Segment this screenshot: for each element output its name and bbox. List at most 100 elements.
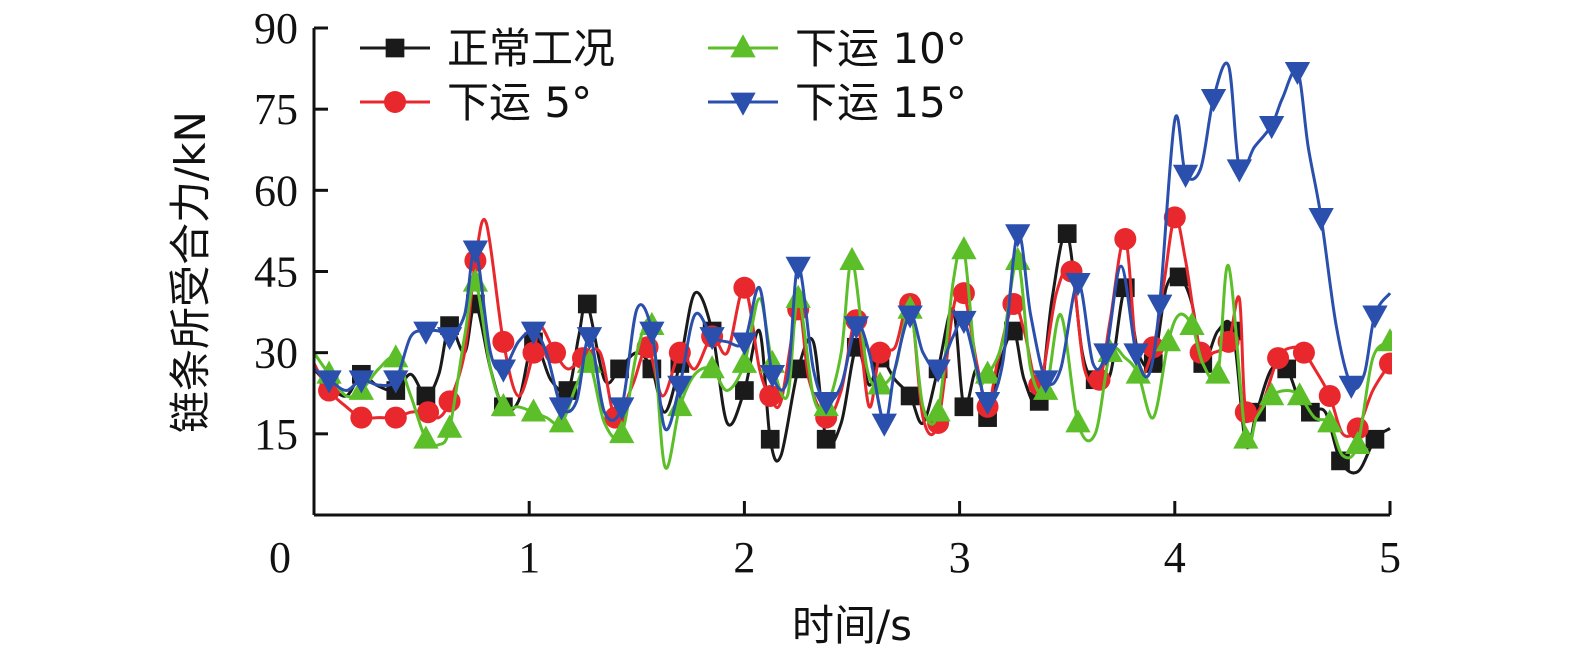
- series-point-2: [1205, 360, 1231, 384]
- series-point-3: [1308, 208, 1334, 232]
- series-point-3: [951, 310, 977, 334]
- legend-label: 下运 15°: [795, 78, 967, 127]
- series-point-2: [1258, 382, 1285, 406]
- plot-area: [314, 61, 1392, 475]
- series-point-3: [1147, 294, 1173, 318]
- x-tick-label: 1: [518, 533, 540, 582]
- series-point-0: [900, 386, 920, 406]
- series-point-0: [816, 429, 836, 449]
- series-point-2: [1005, 246, 1031, 271]
- series-point-3: [897, 305, 923, 329]
- series-point-2: [699, 355, 725, 379]
- series-point-3: [731, 332, 758, 356]
- series-point-1: [952, 282, 975, 305]
- series-point-3: [1065, 272, 1091, 297]
- series-point-2: [1233, 425, 1259, 449]
- series-point-3: [383, 370, 409, 394]
- series-point-3: [520, 321, 547, 345]
- series-point-3: [436, 327, 463, 351]
- series-point-3: [699, 327, 725, 351]
- y-tick-label: 60: [254, 166, 298, 215]
- series-point-3: [548, 397, 575, 421]
- series-point-2: [1065, 409, 1091, 433]
- series-point-2: [867, 371, 893, 395]
- series-point-1: [1114, 228, 1137, 251]
- series-point-3: [1362, 305, 1388, 329]
- series-point-2: [1125, 360, 1151, 384]
- series-point-3: [1200, 88, 1227, 113]
- legend-marker: [730, 92, 756, 116]
- series-point-1: [417, 401, 440, 424]
- series-point-3: [462, 240, 489, 264]
- series-point-1: [868, 341, 891, 364]
- series-point-3: [785, 256, 811, 280]
- series-point-0: [416, 386, 436, 406]
- y-tick-label: 15: [254, 410, 298, 459]
- series-point-1: [733, 276, 756, 299]
- series-point-3: [667, 375, 693, 399]
- series-point-0: [577, 294, 597, 314]
- x-tick-label: 3: [949, 533, 971, 582]
- series-point-2: [1317, 409, 1343, 433]
- series-point-1: [1292, 341, 1315, 364]
- series-point-1: [1318, 384, 1341, 407]
- series-point-3: [1005, 224, 1031, 248]
- series-point-3: [576, 327, 603, 351]
- series-point-3: [1093, 343, 1119, 367]
- series-point-0: [1004, 321, 1023, 341]
- series-point-0: [1365, 429, 1385, 449]
- series-point-3: [759, 364, 786, 389]
- series-point-2: [731, 349, 758, 373]
- x-tick-label: 2: [733, 533, 755, 582]
- series-point-2: [548, 409, 575, 433]
- series-point-3: [609, 397, 635, 421]
- legend-label: 下运 5°: [447, 78, 592, 127]
- series-point-1: [759, 384, 782, 407]
- series-point-2: [1345, 430, 1371, 455]
- series-point-2: [974, 360, 1001, 384]
- series-point-2: [1155, 328, 1181, 352]
- legend-label: 正常工况: [447, 24, 615, 73]
- series-point-3: [1258, 116, 1285, 140]
- y-tick-label: 90: [254, 4, 298, 53]
- legend-label: 下运 10°: [795, 24, 967, 73]
- series-point-1: [1163, 206, 1186, 229]
- series-point-3: [1284, 61, 1311, 86]
- series-point-3: [413, 321, 439, 345]
- series-point-3: [871, 413, 897, 437]
- series-point-2: [436, 414, 463, 438]
- series-point-3: [490, 359, 517, 383]
- x-tick-label: 4: [1164, 533, 1186, 582]
- series-point-2: [413, 425, 439, 449]
- series-point-1: [1267, 347, 1290, 370]
- series-point-2: [951, 236, 977, 260]
- series-point-3: [1172, 164, 1199, 188]
- series-point-1: [384, 406, 407, 429]
- series-point-2: [1286, 382, 1313, 406]
- series-point-1: [1002, 292, 1025, 315]
- y-tick-label: 75: [254, 85, 298, 134]
- series-point-0: [788, 359, 808, 379]
- series-point-1: [522, 341, 545, 364]
- series-point-3: [348, 370, 374, 394]
- series-point-2: [785, 284, 811, 308]
- y-tick-label: 45: [254, 248, 298, 297]
- series-point-0: [1169, 267, 1189, 287]
- y-axis-title: 链条所受合力/kN: [166, 111, 215, 433]
- x-tick-label: 0: [269, 533, 291, 582]
- series-point-1: [1217, 330, 1240, 353]
- x-tick-label: 5: [1379, 533, 1401, 582]
- series-point-3: [843, 316, 869, 340]
- series-point-0: [1057, 224, 1077, 243]
- legend-marker: [385, 38, 405, 58]
- series-point-1: [350, 406, 373, 429]
- series-point-3: [316, 370, 342, 394]
- series-point-2: [462, 268, 489, 292]
- series-point-3: [1226, 159, 1253, 183]
- legend-marker: [730, 34, 756, 58]
- series-point-2: [490, 393, 517, 417]
- series-point-1: [492, 330, 515, 353]
- series-point-2: [520, 398, 547, 422]
